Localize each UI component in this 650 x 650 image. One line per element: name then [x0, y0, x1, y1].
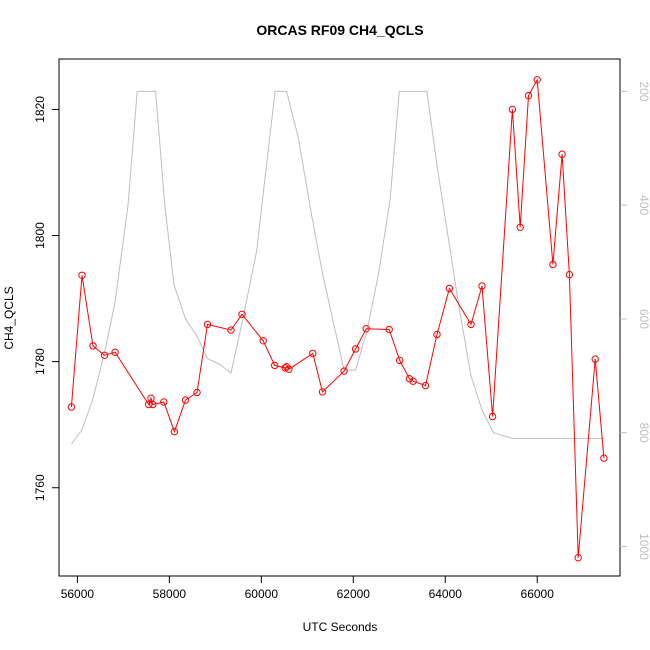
- secondary-series: [70, 90, 604, 445]
- data-point: [145, 400, 153, 409]
- data-point: [488, 412, 497, 421]
- data-point: [271, 361, 279, 370]
- main-series: [67, 76, 608, 562]
- y2-tick-label: 200: [637, 81, 650, 101]
- data-point: [318, 388, 327, 396]
- x-tick-label: 66000: [521, 587, 555, 601]
- data-point: [405, 375, 414, 383]
- data-point: [89, 342, 97, 350]
- y-axis-right: 200 400 600 800 1000: [620, 81, 650, 560]
- data-point: [445, 284, 454, 293]
- data-point: [467, 320, 475, 329]
- data-point: [149, 400, 157, 409]
- y-tick-label: 1780: [33, 348, 47, 375]
- data-point: [558, 150, 566, 158]
- y2-tick-label: 1000: [637, 533, 650, 560]
- x-tick-label: 56000: [61, 587, 95, 601]
- y2-tick-label: 600: [637, 309, 650, 329]
- data-point: [259, 337, 267, 345]
- data-point: [508, 105, 517, 114]
- data-point: [227, 326, 235, 334]
- data-point: [409, 377, 417, 385]
- data-point: [433, 330, 441, 339]
- data-point: [281, 364, 289, 372]
- chart-title: ORCAS RF09 CH4_QCLS: [256, 22, 423, 38]
- y2-tick-label: 800: [637, 423, 650, 443]
- x-axis: 56000 58000 60000 62000 64000 66000: [61, 575, 555, 601]
- data-point: [574, 554, 582, 562]
- data-point: [78, 271, 86, 279]
- data-point: [351, 345, 360, 353]
- data-point: [285, 365, 293, 373]
- data-point: [170, 427, 179, 436]
- x-tick-label: 60000: [245, 587, 279, 601]
- data-point: [396, 356, 404, 365]
- data-point: [516, 223, 524, 232]
- data-point: [524, 91, 533, 100]
- data-point: [600, 454, 608, 462]
- y-axis-label: CH4_QCLS: [2, 286, 16, 349]
- data-point: [533, 76, 541, 84]
- plot-frame: [58, 58, 621, 577]
- data-point: [160, 398, 168, 406]
- secondary-series-line: [70, 90, 604, 445]
- x-axis-label: UTC Seconds: [303, 620, 378, 634]
- y2-tick-label: 400: [637, 195, 650, 215]
- data-point: [282, 363, 291, 371]
- y-axis-left: 1760 1780 1800 1820: [33, 96, 59, 501]
- data-point: [193, 388, 201, 397]
- x-tick-label: 64000: [429, 587, 463, 601]
- x-tick-label: 62000: [337, 587, 371, 601]
- y-tick-label: 1820: [33, 96, 47, 123]
- data-point: [565, 270, 574, 279]
- data-point: [203, 320, 212, 329]
- data-point: [67, 403, 76, 411]
- data-point: [591, 355, 599, 363]
- data-point: [309, 349, 317, 358]
- data-point: [100, 351, 109, 359]
- data-point: [111, 348, 119, 356]
- x-tick-label: 58000: [153, 587, 187, 601]
- y-tick-label: 1800: [33, 222, 47, 249]
- data-point: [549, 260, 557, 269]
- data-point: [385, 325, 393, 334]
- main-series-line: [70, 78, 605, 558]
- data-point: [421, 381, 430, 390]
- data-point: [238, 310, 246, 318]
- data-point: [362, 325, 370, 333]
- data-point: [340, 367, 348, 375]
- y-tick-label: 1760: [33, 474, 47, 501]
- data-point: [181, 396, 190, 404]
- data-point: [478, 282, 486, 290]
